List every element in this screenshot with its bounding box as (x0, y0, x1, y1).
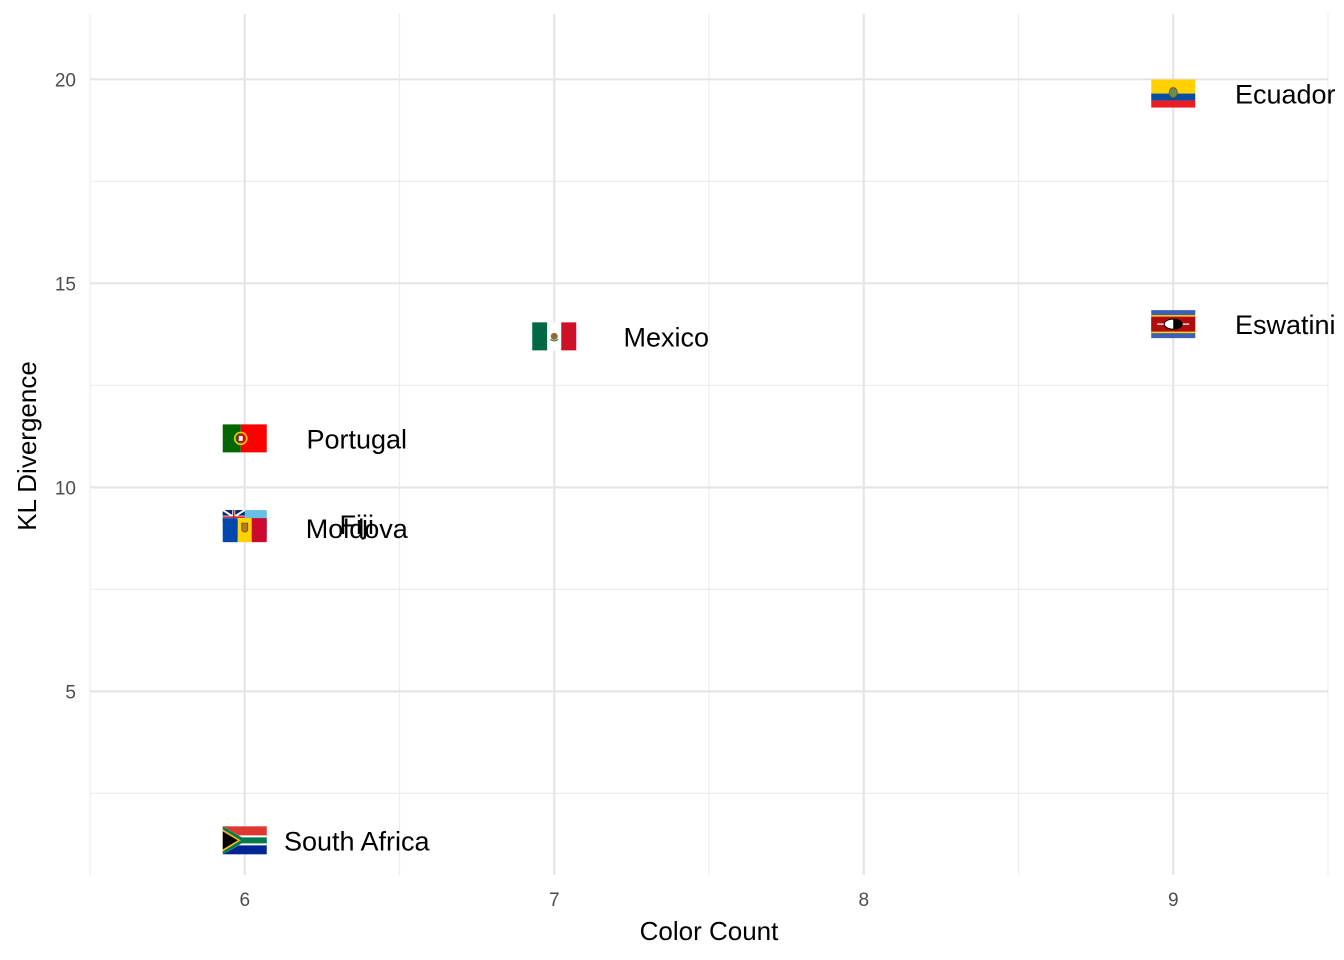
flag-markers (222, 79, 1196, 855)
eswatini-flag-icon (1151, 310, 1196, 339)
mexico-flag-icon (532, 322, 577, 351)
point-label: Portugal (306, 424, 407, 454)
y-tick-label: 20 (55, 70, 76, 91)
y-tick-label: 15 (55, 274, 76, 295)
y-tick-label: 10 (55, 478, 76, 499)
south-africa-flag-icon (222, 826, 267, 855)
y-tick-label: 5 (65, 682, 76, 703)
ecuador-flag-icon (1151, 79, 1196, 108)
y-axis-title: KL Divergence (12, 361, 42, 531)
portugal-flag-icon (222, 424, 267, 453)
point-label: Eswatini (1235, 310, 1336, 340)
x-tick-label: 8 (858, 890, 869, 911)
major-gridlines (90, 14, 1328, 875)
moldova-flag-icon (222, 518, 267, 543)
point-label: Mexico (623, 322, 709, 352)
x-tick-label: 6 (239, 890, 250, 911)
point-label: Ecuador (1235, 80, 1336, 110)
tick-labels: 6 7 8 9 5 10 15 20 (55, 70, 1179, 911)
point-labels: Ecuador Eswatini Mexico Portugal FijiMoldova… (284, 80, 1336, 857)
x-axis-title: Color Count (640, 916, 780, 946)
minor-gridlines (89, 14, 1329, 875)
x-tick-label: 9 (1168, 890, 1179, 911)
point-label: Moldova (306, 514, 409, 544)
point-label: South Africa (284, 826, 431, 856)
x-tick-label: 7 (549, 890, 560, 911)
point-label: Fiji (340, 510, 375, 540)
